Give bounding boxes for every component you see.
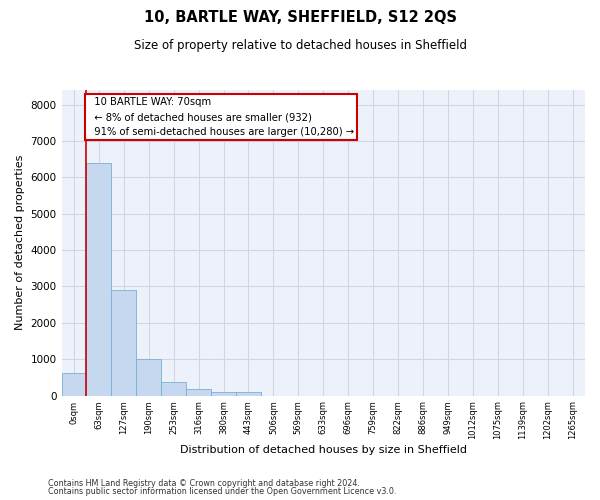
Bar [62,373,86,396]
Text: Size of property relative to detached houses in Sheffield: Size of property relative to detached ho… [133,39,467,52]
Text: Contains public sector information licensed under the Open Government Licence v3: Contains public sector information licen… [48,487,397,496]
Text: 10, BARTLE WAY, SHEFFIELD, S12 2QS: 10, BARTLE WAY, SHEFFIELD, S12 2QS [143,10,457,25]
Bar [211,392,236,396]
Bar [112,290,136,396]
X-axis label: Distribution of detached houses by size in Sheffield: Distribution of detached houses by size … [180,445,467,455]
Bar [161,382,186,396]
Bar [186,390,211,396]
Text: Contains HM Land Registry data © Crown copyright and database right 2024.: Contains HM Land Registry data © Crown c… [48,478,360,488]
Y-axis label: Number of detached properties: Number of detached properties [15,155,25,330]
Bar [236,392,261,396]
Bar [136,359,161,396]
Text: 10 BARTLE WAY: 70sqm
  ← 8% of detached houses are smaller (932)
  91% of semi-d: 10 BARTLE WAY: 70sqm ← 8% of detached ho… [88,98,354,137]
Bar [86,163,112,396]
